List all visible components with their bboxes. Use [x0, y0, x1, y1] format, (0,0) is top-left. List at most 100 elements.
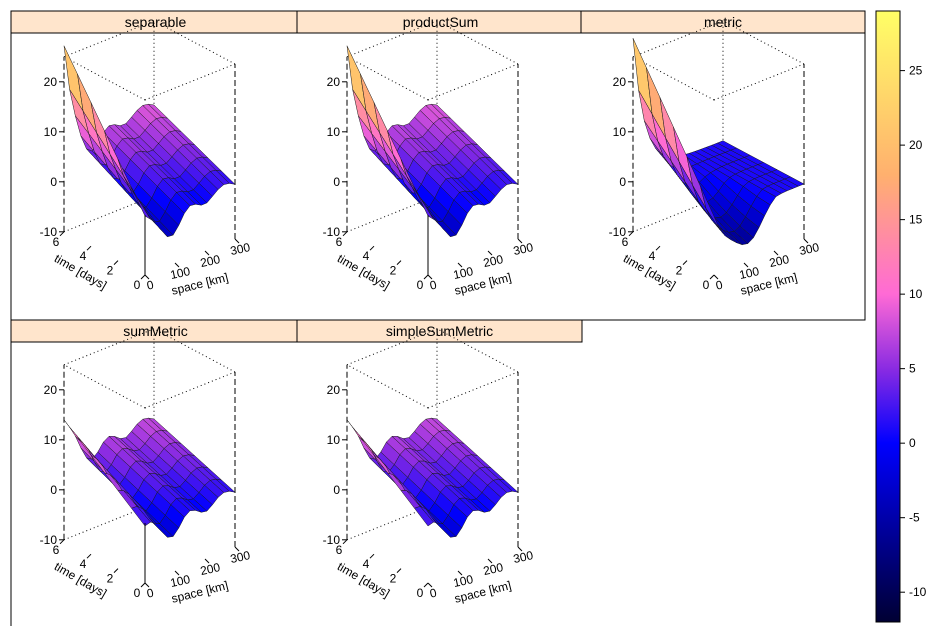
x-tick-label: 300 [798, 240, 821, 258]
y-tick-label: 4 [649, 249, 656, 263]
box-edge [346, 20, 438, 58]
box-edge [436, 328, 519, 373]
box-edge [346, 328, 438, 366]
colorbar-tick-label: 10 [909, 287, 923, 301]
y-tick-mark [709, 274, 715, 280]
x-tick-mark [487, 250, 493, 256]
y-tick-label: 2 [390, 264, 397, 278]
y-tick-mark [396, 260, 402, 265]
y-tick-label: 0 [417, 586, 424, 600]
y-tick-label: 2 [390, 572, 397, 586]
x-tick-label: 0 [428, 585, 438, 600]
surface-patch [498, 169, 519, 185]
box-edge [632, 20, 724, 58]
x-tick-mark [743, 262, 749, 268]
surface-patch [215, 478, 236, 493]
x-tick-label: 0 [714, 277, 724, 292]
z-tick-label: 20 [613, 75, 627, 89]
y-tick-label: 2 [107, 572, 114, 586]
box-edge [63, 328, 155, 366]
x-tick-label: 300 [229, 548, 252, 566]
x-tick-label: 0 [145, 585, 155, 600]
y-tick-mark [369, 245, 375, 251]
y-tick-label: 6 [336, 235, 343, 249]
y-tick-mark [423, 582, 429, 588]
y-tick-mark [423, 274, 429, 280]
y-tick-mark [342, 231, 348, 237]
y-tick-label: 0 [134, 278, 141, 292]
box-edge [346, 56, 429, 101]
y-tick-mark [396, 568, 402, 573]
y-tick-label: 2 [676, 264, 683, 278]
y-tick-mark [86, 553, 92, 559]
x-tick-mark [144, 274, 150, 280]
x-tick-label: 100 [738, 264, 761, 282]
z-tick-label: 10 [613, 125, 627, 139]
y-tick-mark [369, 553, 375, 559]
box-edge [632, 56, 715, 101]
x-tick-label: 200 [768, 252, 791, 270]
x-tick-label: 0 [428, 277, 438, 292]
x-tick-label: 200 [199, 560, 222, 578]
z-tick-label: 0 [50, 175, 57, 189]
x-tick-mark [457, 262, 463, 268]
y-tick-label: 6 [53, 543, 60, 557]
box-edge [713, 63, 805, 101]
surface-patch [498, 478, 519, 493]
panel-title: sumMetric [123, 323, 188, 339]
colorbar-tick-label: -10 [909, 585, 927, 599]
x-tick-label: 100 [452, 572, 475, 590]
colorbar-ramp [875, 10, 901, 623]
colorbar-tick-label: 5 [909, 362, 916, 376]
surface-patch [75, 435, 95, 462]
box-edge [427, 371, 519, 409]
z-tick-label: -10 [323, 533, 341, 547]
x-tick-mark [174, 570, 180, 576]
x-tick-mark [174, 262, 180, 268]
x-tick-mark [144, 582, 150, 588]
surface [346, 417, 519, 538]
z-tick-label: -10 [40, 225, 58, 239]
y-tick-mark [59, 231, 65, 237]
x-tick-label: 300 [229, 240, 252, 258]
z-tick-label: 0 [619, 175, 626, 189]
y-tick-label: 4 [363, 249, 370, 263]
z-tick-label: 20 [327, 383, 341, 397]
x-tick-mark [487, 558, 493, 564]
box-edge [153, 20, 236, 65]
x-tick-mark [457, 570, 463, 576]
y-tick-label: 4 [363, 557, 370, 571]
y-tick-mark [113, 260, 119, 265]
x-tick-label: 100 [169, 264, 192, 282]
surface-patch [215, 169, 236, 185]
z-tick-label: 10 [327, 433, 341, 447]
x-tick-mark [234, 238, 240, 244]
y-tick-label: 0 [134, 586, 141, 600]
x-tick-label: 300 [512, 240, 535, 258]
y-tick-label: 0 [703, 278, 710, 292]
box-edge [436, 20, 519, 65]
panel-simpleSumMetric: simpleSumMetric-100102001002003000246spa… [296, 319, 583, 606]
y-tick-label: 6 [53, 235, 60, 249]
y-tick-mark [628, 231, 634, 237]
z-tick-label: 0 [333, 483, 340, 497]
y-tick-label: 4 [80, 249, 87, 263]
z-tick-label: 10 [44, 433, 58, 447]
box-edge [722, 20, 805, 65]
colorbar-tick-label: 20 [909, 138, 923, 152]
x-tick-mark [517, 238, 523, 244]
x-tick-mark [427, 274, 433, 280]
z-tick-label: -10 [40, 533, 58, 547]
y-tick-label: 0 [417, 278, 424, 292]
z-tick-label: 20 [327, 75, 341, 89]
y-tick-mark [86, 245, 92, 251]
x-tick-label: 0 [145, 277, 155, 292]
y-tick-mark [140, 274, 146, 280]
box-edge [153, 328, 236, 373]
colorbar-tick-label: 15 [909, 213, 923, 227]
z-tick-label: 10 [327, 125, 341, 139]
x-tick-mark [713, 274, 719, 280]
colorbar-tick-label: -5 [909, 511, 920, 525]
